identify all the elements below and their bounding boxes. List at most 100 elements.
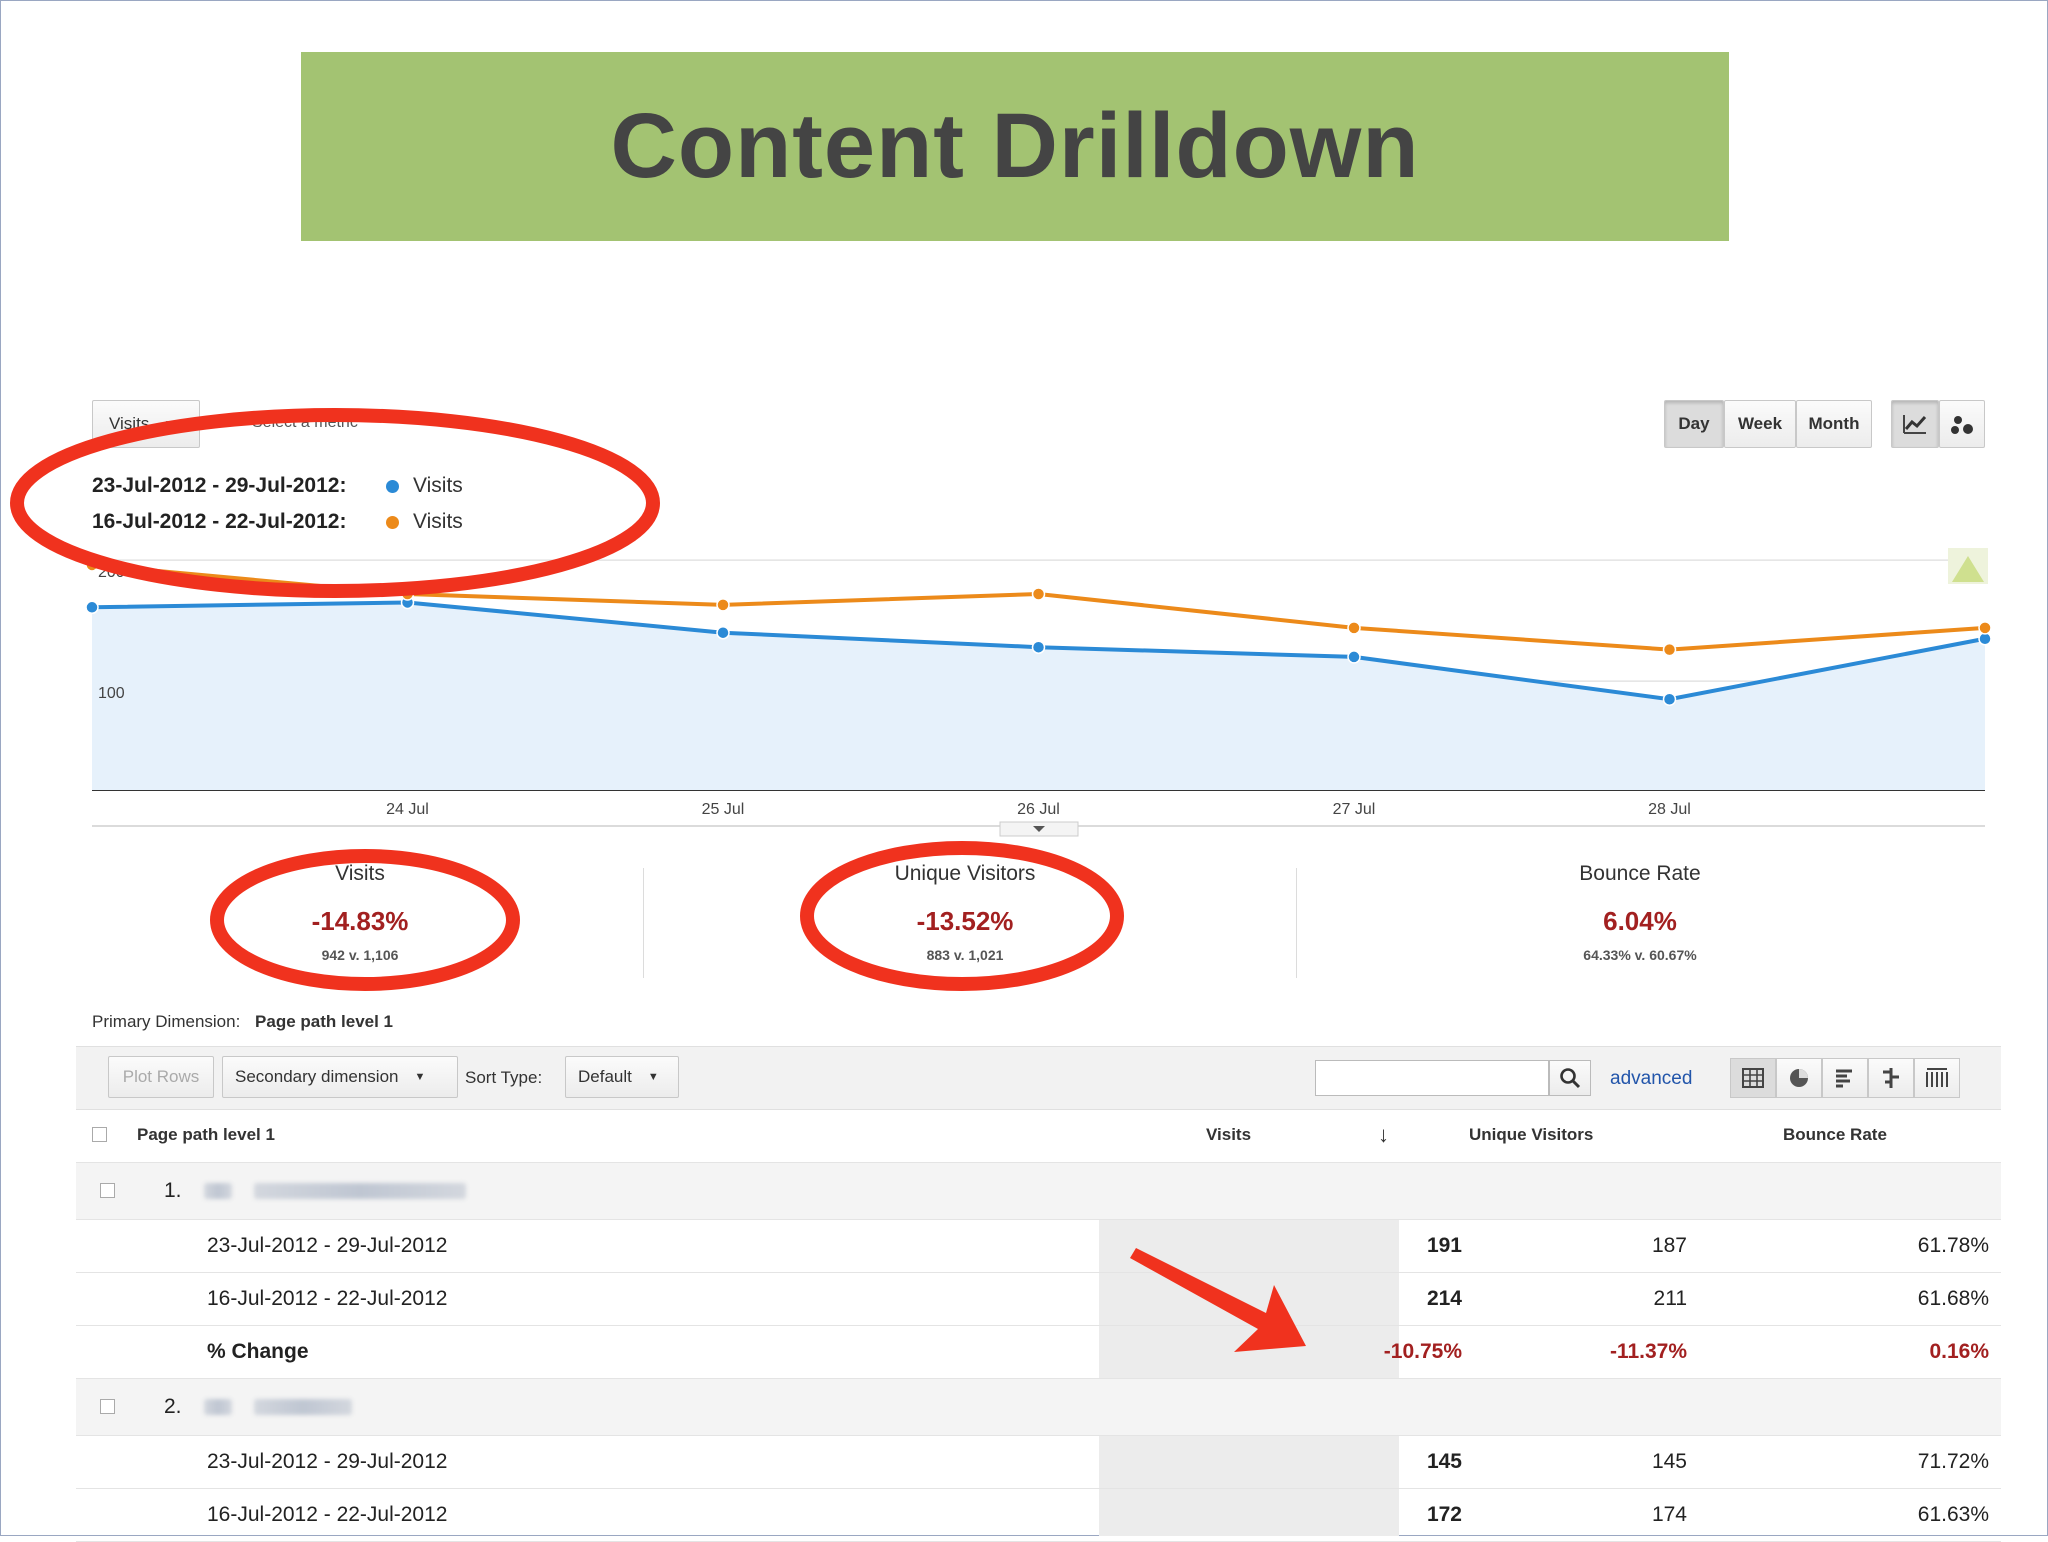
table-row: 16-Jul-2012 - 22-Jul-2012 214 211 61.68% [76,1273,2001,1326]
advanced-filter-link[interactable]: advanced [1610,1068,1693,1089]
week-button[interactable]: Week [1724,400,1796,448]
table-row: 23-Jul-2012 - 29-Jul-2012 191 187 61.78% [76,1220,2001,1273]
legend-series-current: Visits [413,474,463,497]
search-button[interactable] [1549,1060,1591,1096]
primary-dimension-value[interactable]: Page path level 1 [255,1012,393,1031]
table-group-row[interactable]: 2. [76,1379,2001,1436]
line-chart-icon[interactable] [1891,400,1939,448]
x-tick-label: 26 Jul [1017,801,1060,818]
x-tick-label: 28 Jul [1648,801,1691,818]
data-point [1031,587,1046,601]
pivot-view-icon[interactable] [1914,1058,1960,1098]
row-date-range: 23-Jul-2012 - 29-Jul-2012 [207,1450,448,1473]
select-all-checkbox[interactable] [92,1127,107,1142]
cell-unique-visitors: 174 [1651,1503,1687,1526]
scorecard-label: Unique Visitors [894,862,1036,885]
data-point [85,600,99,615]
data-point [1662,642,1677,657]
day-button[interactable]: Day [1664,400,1724,448]
table-view-icon[interactable] [1730,1058,1776,1098]
header-page-path[interactable]: Page path level 1 [137,1125,275,1144]
table-row: 23-Jul-2012 - 29-Jul-2012 145 145 71.72% [76,1436,2001,1489]
primary-dimension: Primary Dimension: Page path level 1 [92,1012,393,1032]
cell-unique-visitors: 187 [1651,1234,1687,1257]
data-table: Page path level 1 Visits ↓ Unique Visito… [76,1108,2001,1542]
scorecard-unique-visitors[interactable]: Unique Visitors -13.52% 883 v. 1,021 [655,862,1275,963]
legend-range-previous: 16-Jul-2012 - 22-Jul-2012: [92,510,347,533]
row-checkbox[interactable] [100,1399,115,1414]
x-tick-label: 27 Jul [1333,801,1376,818]
cell-visits: 145 [1426,1450,1462,1473]
chevron-down-icon: ▼ [647,1071,659,1083]
scorecard-value: 6.04% [1603,906,1677,936]
plot-rows-button[interactable]: Plot Rows [108,1056,214,1098]
annotation-ellipse-unique-visitors [800,841,1124,991]
cell-bounce-rate: 61.68% [1917,1287,1989,1310]
scorecard-bounce-rate[interactable]: Bounce Rate 6.04% 64.33% v. 60.67% [1330,862,1950,963]
cell-unique-visitors: 211 [1653,1287,1687,1310]
x-tick-label: 25 Jul [702,801,745,818]
redacted-page-path [204,1183,232,1199]
table-header-row: Page path level 1 Visits ↓ Unique Visito… [76,1108,2001,1163]
performance-view-icon[interactable] [1822,1058,1868,1098]
annotation-marker-shape [1952,556,1984,582]
legend-range-current: 23-Jul-2012 - 29-Jul-2012: [92,474,347,497]
primary-dimension-label: Primary Dimension: [92,1012,241,1031]
data-point [1978,621,1992,635]
cell-unique-visitors-change: -11.37% [1609,1340,1687,1363]
sort-type-dropdown[interactable]: Default ▼ [565,1056,679,1098]
x-tick-label: 24 Jul [386,801,429,818]
chevron-down-icon [1033,826,1045,832]
chart-mode-toggle [1891,400,1985,448]
scorecard-sub: 883 v. 1,021 [926,947,1004,963]
chevron-down-icon: ▼ [414,1071,426,1083]
table-group-row[interactable]: 1. [76,1163,2001,1220]
scorecard-value: -13.52% [916,906,1014,936]
blue-dot-icon [386,479,399,493]
month-button[interactable]: Month [1796,400,1872,448]
sort-descending-icon[interactable]: ↓ [1378,1122,1389,1147]
scorecard-label: Bounce Rate [1579,862,1701,885]
annotation-ellipse-visits [210,849,520,991]
header-visits[interactable]: Visits [1206,1125,1252,1144]
scorecard-visits[interactable]: Visits -14.83% 942 v. 1,106 [50,862,670,963]
table-view-switcher [1730,1058,1960,1098]
cell-unique-visitors: 145 [1651,1450,1687,1473]
slide-title: Content Drilldown [610,95,1420,197]
table-row-change: % Change -10.75% -11.37% 0.16% [76,1326,2001,1379]
cell-visits: 214 [1426,1287,1462,1310]
secondary-dimension-dropdown[interactable]: Secondary dimension ▼ [222,1056,458,1098]
secondary-dimension-label: Secondary dimension [235,1067,399,1086]
row-date-range: 16-Jul-2012 - 22-Jul-2012 [207,1503,448,1526]
data-point [716,625,730,640]
motion-chart-icon[interactable] [1939,400,1985,448]
pie-view-icon[interactable] [1776,1058,1822,1098]
search-icon [1560,1068,1581,1089]
row-percent-change-label: % Change [207,1340,309,1363]
annotation-ellipse-legend [10,408,660,598]
row-checkbox[interactable] [100,1183,115,1198]
table-search-input[interactable] [1315,1060,1549,1096]
cell-bounce-rate: 71.72% [1917,1450,1989,1473]
scorecard-divider [643,868,644,978]
cell-visits-change: -10.75% [1383,1340,1462,1363]
redacted-page-path [254,1399,352,1415]
row-date-range: 23-Jul-2012 - 29-Jul-2012 [207,1234,448,1257]
sort-type-value: Default [578,1067,632,1086]
data-point [1031,640,1046,654]
annotation-arrow-icon [1130,1248,1306,1352]
header-unique-visitors[interactable]: Unique Visitors [1469,1125,1594,1144]
comparison-view-icon[interactable] [1868,1058,1914,1098]
cell-visits: 191 [1426,1234,1462,1257]
scorecard-sub: 942 v. 1,106 [321,947,399,963]
header-bounce-rate[interactable]: Bounce Rate [1783,1125,1887,1144]
row-date-range: 16-Jul-2012 - 22-Jul-2012 [207,1287,448,1310]
orange-dot-icon [386,515,399,529]
legend-current: 23-Jul-2012 - 29-Jul-2012: Visits [92,474,463,498]
row-index: 2. [164,1395,182,1418]
scorecard-value: -14.83% [311,906,409,936]
cell-bounce-rate: 61.63% [1917,1503,1989,1526]
data-point [1347,621,1361,635]
